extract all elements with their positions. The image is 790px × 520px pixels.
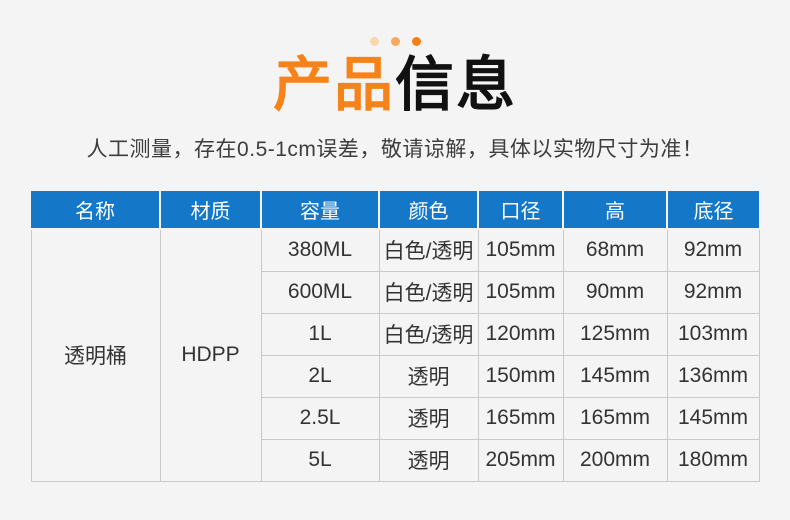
table-header-row: 名称 材质 容量 颜色 口径 高 底径 xyxy=(31,191,759,231)
cell-height: 68mm xyxy=(562,228,668,272)
cell-product-name: 透明桶 xyxy=(30,228,161,482)
cell-caliber: 150mm xyxy=(477,354,564,398)
column-header-material: 材质 xyxy=(160,191,262,231)
page-title: 产品信息 xyxy=(0,52,790,118)
cell-color: 透明 xyxy=(378,354,479,398)
cell-bottom-diameter: 92mm xyxy=(666,270,760,314)
table-row: 2.5L 透明 165mm 165mm 145mm xyxy=(31,396,760,440)
cell-capacity: 380ML xyxy=(260,228,380,272)
product-spec-table: 名称 材质 容量 颜色 口径 高 底径 透明桶 HDPP 380ML 白色/透明… xyxy=(30,191,760,482)
cell-capacity: 5L xyxy=(260,438,380,482)
cell-bottom-diameter: 136mm xyxy=(666,354,760,398)
cell-capacity: 2L xyxy=(260,354,380,398)
cell-caliber: 120mm xyxy=(477,312,564,356)
dot-icon xyxy=(411,37,421,46)
dot-icon xyxy=(390,37,400,46)
dot-icon xyxy=(369,37,379,46)
column-header-caliber: 口径 xyxy=(478,191,564,231)
cell-color: 白色/透明 xyxy=(378,312,479,356)
cell-bottom-diameter: 92mm xyxy=(666,228,760,272)
table-row: 透明桶 HDPP 380ML 白色/透明 105mm 68mm 92mm xyxy=(30,228,760,482)
page-title-rest: 信息 xyxy=(395,52,518,118)
decor-dots xyxy=(0,37,790,46)
cell-color: 白色/透明 xyxy=(378,270,479,314)
measurement-disclaimer: 人工测量，存在0.5-1cm误差，敬请谅解，具体以实物尺寸为准！ xyxy=(86,138,704,162)
cell-height: 90mm xyxy=(562,270,668,314)
cell-height: 125mm xyxy=(562,312,668,356)
cell-caliber: 105mm xyxy=(477,270,564,314)
cell-capacity: 1L xyxy=(260,312,380,356)
cell-capacity: 600ML xyxy=(260,270,380,314)
cell-bottom-diameter: 103mm xyxy=(666,312,760,356)
cell-height: 200mm xyxy=(562,438,668,482)
column-header-name: 名称 xyxy=(31,191,161,231)
cell-color: 透明 xyxy=(378,396,479,440)
cell-bottom-diameter: 180mm xyxy=(666,438,760,482)
cell-caliber: 165mm xyxy=(477,396,564,440)
table-row: 5L 透明 205mm 200mm 180mm xyxy=(31,438,760,482)
column-header-capacity: 容量 xyxy=(261,191,380,231)
cell-caliber: 205mm xyxy=(477,438,564,482)
cell-capacity: 2.5L xyxy=(260,396,380,440)
column-header-bottom-diameter: 底径 xyxy=(667,191,759,231)
cell-height: 165mm xyxy=(562,396,668,440)
cell-height: 145mm xyxy=(562,354,668,398)
cell-material: HDPP xyxy=(159,228,262,482)
table-row: 2L 透明 150mm 145mm 136mm xyxy=(31,354,760,398)
cell-caliber: 105mm xyxy=(477,228,564,272)
hero-section: 产品信息 人工测量，存在0.5-1cm误差，敬请谅解，具体以实物尺寸为准！ xyxy=(0,0,790,163)
page-title-accent: 产品 xyxy=(272,52,395,118)
column-header-height: 高 xyxy=(563,191,668,231)
table-row: 600ML 白色/透明 105mm 90mm 92mm xyxy=(31,270,760,314)
cell-color: 白色/透明 xyxy=(378,228,479,272)
table-row: 1L 白色/透明 120mm 125mm 103mm xyxy=(31,312,760,356)
column-header-color: 颜色 xyxy=(379,191,479,231)
cell-color: 透明 xyxy=(378,438,479,482)
cell-bottom-diameter: 145mm xyxy=(666,396,760,440)
